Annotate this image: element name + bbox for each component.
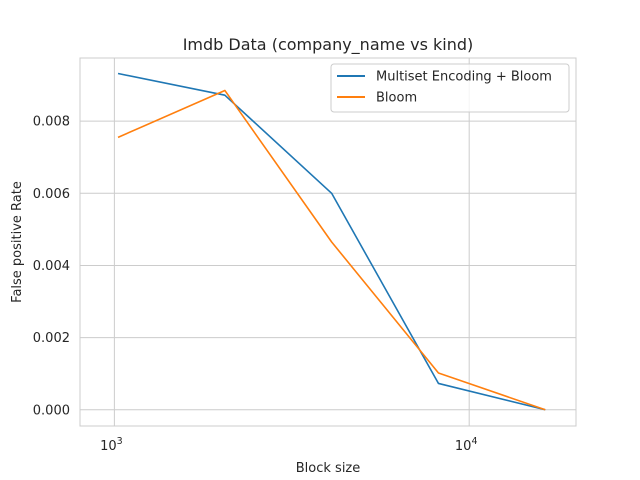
x-axis-label: Block size xyxy=(296,461,361,476)
x-tick-label: 104 xyxy=(455,436,478,454)
legend-label-multiset: Multiset Encoding + Bloom xyxy=(376,70,552,85)
y-tick-label: 0.002 xyxy=(33,331,70,346)
series-line-1 xyxy=(117,89,546,411)
y-tick-label: 0.008 xyxy=(33,115,70,130)
y-tick-label: 0.006 xyxy=(33,187,70,202)
series-lines xyxy=(117,72,546,411)
chart-title: Imdb Data (company_name vs kind) xyxy=(183,35,474,55)
tick-labels: 0.000 0.002 0.004 0.006 0.008 103 104 xyxy=(33,115,478,454)
legend: Multiset Encoding + Bloom Bloom xyxy=(330,63,570,113)
legend-box xyxy=(330,63,570,113)
y-tick-label: 0.004 xyxy=(33,259,70,274)
plot-frame xyxy=(79,57,577,427)
grid xyxy=(80,58,576,426)
legend-label-bloom: Bloom xyxy=(376,91,417,106)
x-tick-label: 103 xyxy=(100,436,123,454)
y-axis-label: False positive Rate xyxy=(10,181,25,303)
series-line-0 xyxy=(117,72,546,411)
y-tick-label: 0.000 xyxy=(33,403,70,418)
